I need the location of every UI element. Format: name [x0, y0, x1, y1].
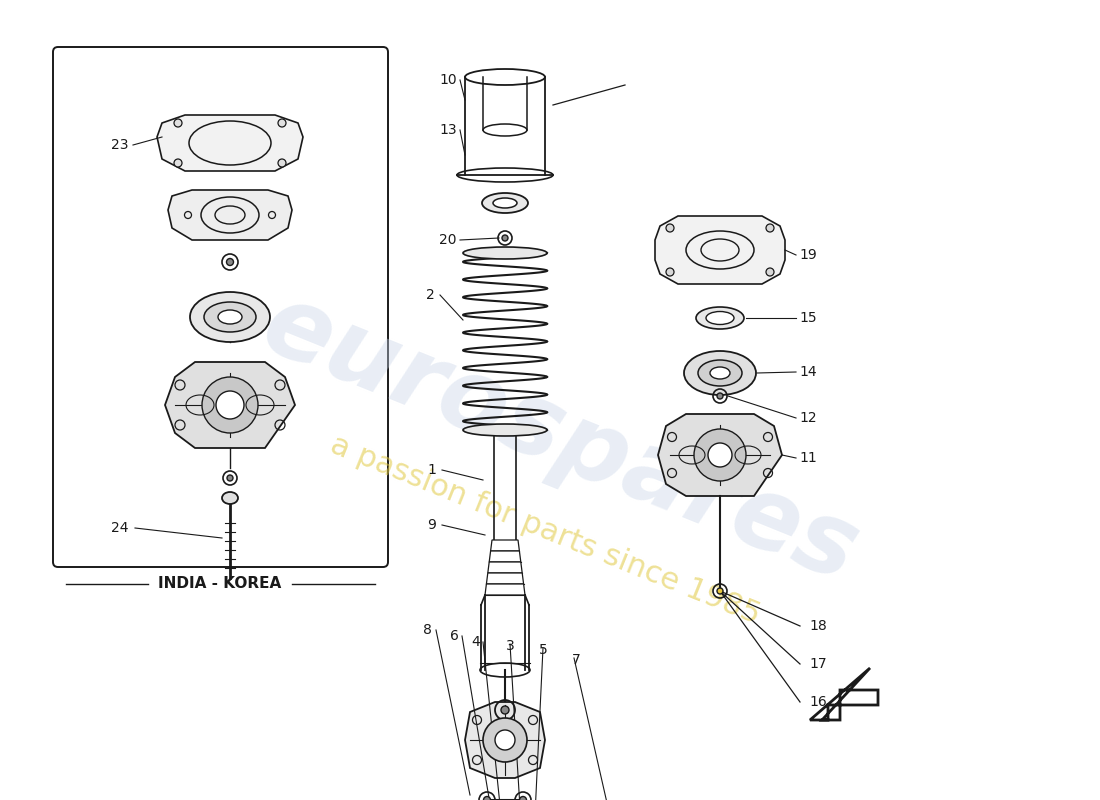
Ellipse shape [463, 424, 547, 436]
Circle shape [174, 159, 182, 167]
Ellipse shape [190, 292, 270, 342]
Text: 17: 17 [810, 657, 827, 671]
Polygon shape [654, 216, 785, 284]
Ellipse shape [698, 360, 742, 386]
Circle shape [227, 258, 233, 266]
Text: 24: 24 [111, 521, 129, 535]
Circle shape [502, 235, 508, 241]
Polygon shape [168, 190, 292, 240]
Polygon shape [165, 362, 295, 448]
Ellipse shape [482, 193, 528, 213]
Text: 18: 18 [810, 619, 827, 633]
Text: 8: 8 [422, 623, 431, 637]
Text: 20: 20 [439, 233, 456, 247]
Ellipse shape [493, 198, 517, 208]
Ellipse shape [706, 311, 734, 325]
Text: a passion for parts since 1985: a passion for parts since 1985 [326, 430, 764, 630]
Polygon shape [658, 414, 782, 496]
Polygon shape [810, 668, 878, 720]
Ellipse shape [696, 307, 744, 329]
Text: 7: 7 [572, 653, 581, 667]
Text: INDIA - KOREA: INDIA - KOREA [158, 577, 282, 591]
Ellipse shape [204, 302, 256, 332]
Polygon shape [490, 551, 520, 562]
Polygon shape [487, 562, 522, 573]
Circle shape [717, 393, 723, 399]
Text: 4: 4 [472, 635, 481, 649]
Text: 5: 5 [539, 643, 548, 657]
Ellipse shape [222, 492, 238, 504]
Text: 9: 9 [428, 518, 437, 532]
Polygon shape [491, 540, 519, 551]
FancyBboxPatch shape [53, 47, 388, 567]
Ellipse shape [684, 351, 756, 395]
Circle shape [717, 588, 723, 594]
Circle shape [708, 443, 732, 467]
Circle shape [174, 119, 182, 127]
Circle shape [278, 159, 286, 167]
Circle shape [666, 268, 674, 276]
Text: 14: 14 [800, 365, 817, 379]
Circle shape [278, 119, 286, 127]
Text: 13: 13 [439, 123, 456, 137]
Circle shape [694, 429, 746, 481]
Circle shape [202, 377, 258, 433]
Text: 11: 11 [799, 451, 817, 465]
Circle shape [495, 730, 515, 750]
Text: 16: 16 [810, 695, 827, 709]
Polygon shape [157, 115, 302, 171]
Text: 23: 23 [111, 138, 129, 152]
Ellipse shape [463, 247, 547, 259]
Text: 12: 12 [800, 411, 817, 425]
Text: eurospares: eurospares [249, 277, 871, 603]
Text: 10: 10 [439, 73, 456, 87]
Circle shape [483, 718, 527, 762]
Polygon shape [486, 573, 524, 584]
Text: 1: 1 [428, 463, 437, 477]
Polygon shape [465, 702, 544, 778]
Polygon shape [485, 584, 525, 595]
Circle shape [666, 224, 674, 232]
Text: 3: 3 [506, 639, 515, 653]
Ellipse shape [218, 310, 242, 324]
Circle shape [500, 706, 509, 714]
Ellipse shape [710, 367, 730, 379]
Text: 2: 2 [426, 288, 434, 302]
Text: 19: 19 [799, 248, 817, 262]
Text: 15: 15 [800, 311, 817, 325]
Circle shape [484, 797, 491, 800]
Circle shape [519, 797, 527, 800]
Circle shape [216, 391, 244, 419]
Circle shape [766, 268, 774, 276]
Circle shape [766, 224, 774, 232]
Text: 6: 6 [450, 629, 459, 643]
Circle shape [227, 475, 233, 481]
